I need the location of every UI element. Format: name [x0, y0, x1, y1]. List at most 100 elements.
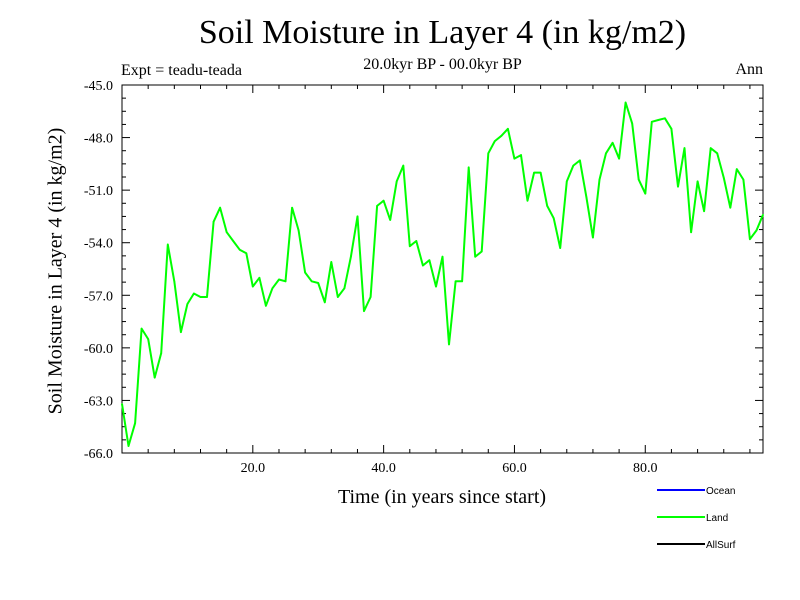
data-point [252, 285, 254, 288]
data-point [408, 245, 411, 248]
data-point [572, 164, 575, 167]
data-point [350, 255, 352, 258]
data-point [749, 238, 751, 241]
data-point [637, 178, 640, 181]
chart-title: Soil Moisture in Layer 4 (in kg/m2) [198, 14, 687, 51]
data-point [428, 259, 431, 262]
y-tick-label: -48.0 [84, 132, 113, 147]
data-point [140, 327, 143, 330]
x-tick-label: 40.0 [371, 461, 396, 476]
data-point [722, 177, 725, 179]
data-point [415, 240, 418, 242]
data-point [520, 154, 522, 156]
data-point [389, 219, 391, 221]
data-point [657, 119, 660, 121]
data-point [716, 152, 719, 155]
data-point [297, 229, 300, 232]
data-point [258, 276, 261, 279]
data-point [323, 301, 326, 304]
data-point [611, 142, 614, 144]
data-point [552, 217, 555, 219]
data-point [166, 243, 169, 246]
data-point [382, 199, 385, 202]
data-point [644, 192, 647, 195]
data-point [402, 164, 405, 167]
x-tick-label: 20.0 [241, 461, 266, 476]
legend-label-ocean: Ocean [706, 486, 735, 497]
data-point [526, 199, 529, 202]
data-point [186, 303, 189, 305]
data-point [513, 157, 516, 160]
data-point [546, 205, 548, 207]
data-point [755, 229, 758, 232]
data-point [579, 159, 581, 162]
data-point [160, 352, 163, 354]
data-point [284, 280, 287, 283]
data-point [212, 220, 215, 223]
data-point [310, 280, 313, 283]
data-point [356, 215, 359, 218]
chart-subtitle: 20.0kyr BP - 00.0kyr BP [363, 56, 522, 73]
data-point [690, 231, 692, 233]
legend-label-allsurf: AllSurf [706, 540, 736, 551]
data-point [422, 264, 424, 267]
x-tick-label: 80.0 [633, 461, 658, 476]
data-point [245, 252, 248, 255]
data-point [651, 121, 653, 123]
data-point [670, 128, 673, 130]
data-point [742, 178, 745, 181]
data-point [461, 280, 463, 283]
data-point [271, 287, 274, 290]
y-tick-label: -54.0 [84, 237, 113, 252]
legend-label-land: Land [706, 513, 728, 524]
data-point [533, 171, 535, 174]
data-point [624, 101, 627, 104]
data-point [677, 185, 679, 188]
x-axis-label: Time (in years since start) [337, 486, 547, 508]
data-point [605, 152, 607, 155]
data-point [219, 206, 221, 209]
data-point [729, 206, 732, 209]
data-point [134, 422, 136, 425]
data-point [193, 292, 195, 295]
data-point [559, 247, 562, 249]
data-point [487, 152, 490, 155]
data-point [467, 166, 470, 169]
data-point [278, 278, 280, 281]
data-point [598, 178, 601, 181]
data-point [173, 280, 176, 283]
data-point [683, 147, 686, 149]
data-point [121, 403, 123, 405]
data-point [454, 280, 457, 283]
data-point [337, 296, 339, 298]
data-point [448, 343, 450, 346]
y-tick-label: -45.0 [84, 79, 113, 94]
data-point [507, 128, 509, 130]
data-point [330, 261, 333, 263]
data-point [206, 296, 208, 298]
x-tick-label: 60.0 [502, 461, 527, 476]
data-point [265, 305, 267, 307]
data-point [304, 271, 306, 274]
season-label: Ann [735, 61, 763, 78]
y-tick-label: -60.0 [84, 342, 113, 357]
data-point [395, 180, 398, 183]
data-point [565, 180, 568, 183]
data-point [500, 135, 503, 137]
data-point [480, 250, 483, 253]
data-point [363, 310, 365, 312]
data-point [232, 240, 234, 242]
data-point [343, 287, 346, 290]
y-tick-label: -63.0 [84, 394, 113, 409]
data-point [762, 213, 764, 216]
data-point [664, 117, 666, 120]
y-tick-label: -57.0 [84, 289, 113, 304]
data-point [709, 147, 712, 149]
data-point [631, 122, 633, 125]
data-point [317, 282, 320, 284]
data-point [291, 206, 293, 209]
data-point [585, 196, 588, 198]
data-point [369, 296, 372, 298]
data-point [376, 205, 378, 207]
